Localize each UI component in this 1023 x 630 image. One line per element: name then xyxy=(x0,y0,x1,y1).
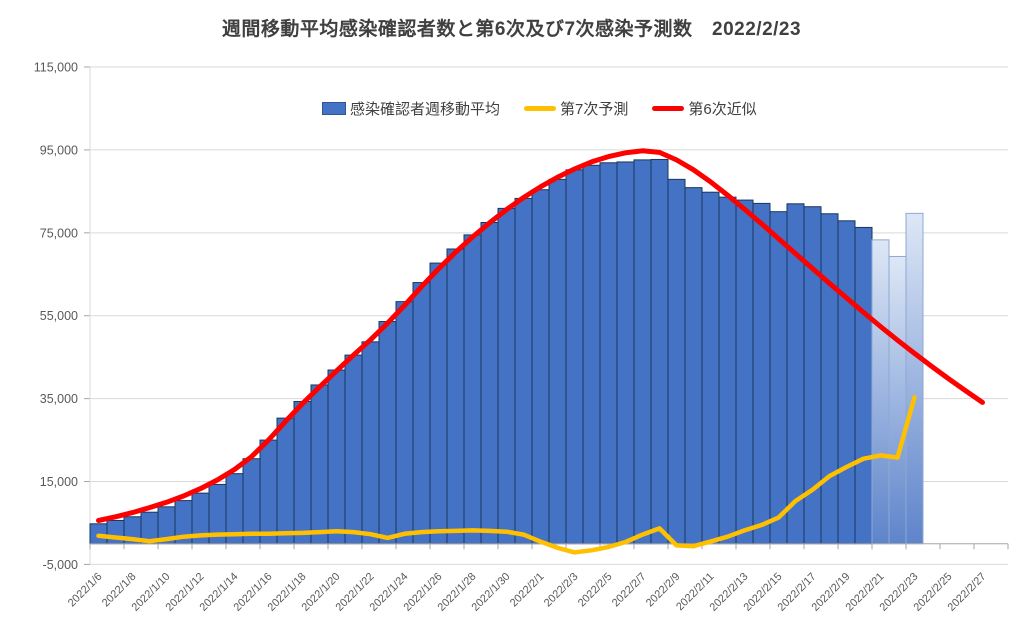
bar xyxy=(429,262,448,545)
bar xyxy=(395,301,414,545)
x-axis-label: 2022/1/6 xyxy=(66,571,105,610)
bar xyxy=(752,202,771,545)
y-axis-label: 115,000 xyxy=(34,61,78,75)
bar xyxy=(514,197,533,545)
bar xyxy=(446,248,465,545)
y-axis-label: 15,000 xyxy=(40,475,78,489)
x-axis-label: 2022/2/7 xyxy=(610,571,649,610)
bar xyxy=(769,211,788,545)
forecast-bar xyxy=(905,212,924,545)
x-axis-label: 2022/2/1 xyxy=(508,571,547,610)
legend-marker-1 xyxy=(524,106,557,111)
y-axis-label: -5,000 xyxy=(43,558,78,572)
legend-item-1: 第7次予測 xyxy=(524,98,628,119)
bar xyxy=(327,369,346,545)
bar xyxy=(565,169,584,545)
bar xyxy=(633,159,652,545)
bar xyxy=(548,178,567,545)
legend-label-2: 第6次近似 xyxy=(688,101,757,118)
y-axis-label: 95,000 xyxy=(40,143,78,157)
forecast-bar xyxy=(871,239,890,545)
bar xyxy=(463,234,482,545)
bar xyxy=(701,191,720,545)
chart-legend: 感染確認者週移動平均 第7次予測 第6次近似 xyxy=(322,98,757,119)
bar xyxy=(293,401,312,545)
line-series-1 xyxy=(96,148,985,523)
y-axis-label: 35,000 xyxy=(40,392,78,406)
legend-label-0: 感染確認者週移動平均 xyxy=(350,101,501,118)
bar xyxy=(344,354,363,545)
legend-item-2: 第6次近似 xyxy=(652,98,757,119)
bar xyxy=(480,221,499,545)
bar xyxy=(531,189,550,545)
bar xyxy=(820,213,839,545)
bar-series xyxy=(89,158,924,545)
bar xyxy=(582,164,601,545)
forecast-bar xyxy=(888,255,907,545)
bar xyxy=(667,178,686,545)
y-axis-label: 55,000 xyxy=(40,309,78,323)
line-series-0 xyxy=(96,395,917,555)
bar xyxy=(412,282,431,545)
y-axis-label: 75,000 xyxy=(40,226,78,240)
x-axis-labels: 2022/1/62022/1/82022/1/102022/1/122022/1… xyxy=(66,571,989,614)
bar xyxy=(650,158,669,545)
bar xyxy=(497,207,516,545)
bar xyxy=(837,220,856,545)
legend-label-1: 第7次予測 xyxy=(560,101,629,118)
bar xyxy=(616,161,635,545)
chart-title: 週間移動平均感染確認者数と第6次及び7次感染予測数 2022/2/23 xyxy=(221,19,802,40)
bar xyxy=(718,196,737,545)
bar xyxy=(242,458,261,545)
bar xyxy=(378,321,397,545)
bar xyxy=(684,187,703,545)
bar xyxy=(361,341,380,545)
bar xyxy=(854,226,873,545)
x-axis-label: 2022/2/5 xyxy=(576,571,615,610)
bar xyxy=(735,199,754,545)
x-axis-label: 2022/2/3 xyxy=(542,571,581,610)
bar xyxy=(276,417,295,545)
bar xyxy=(310,384,329,545)
legend-marker-2 xyxy=(652,106,685,111)
bar xyxy=(259,439,278,545)
legend-item-0: 感染確認者週移動平均 xyxy=(322,98,500,119)
bar xyxy=(599,162,618,545)
legend-marker-0 xyxy=(322,102,346,115)
